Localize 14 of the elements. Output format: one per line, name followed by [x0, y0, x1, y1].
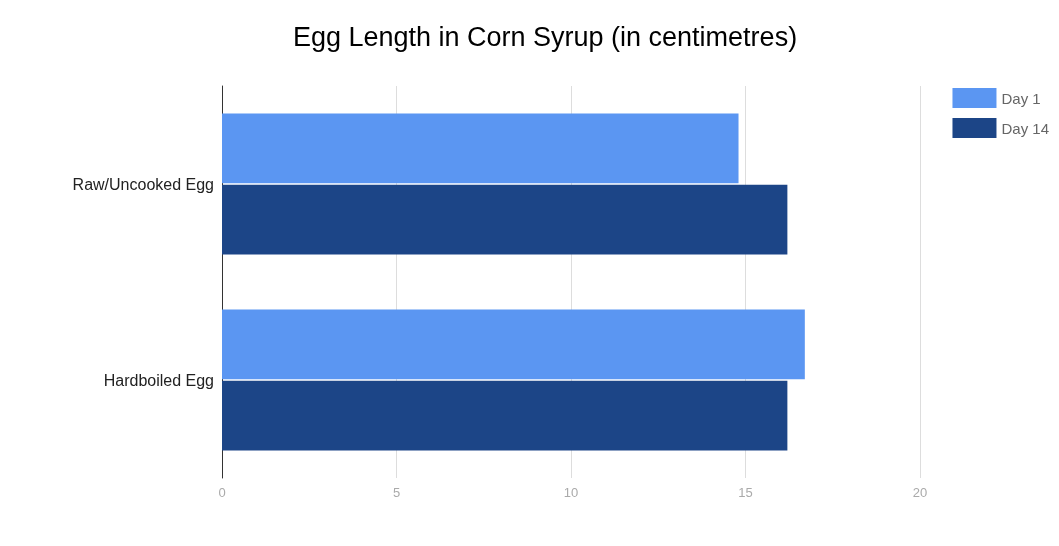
x-tick-label: 0 — [218, 485, 226, 500]
bar — [222, 113, 739, 184]
y-tick-label: Raw/Uncooked Egg — [72, 175, 214, 193]
legend-label: Day 14 — [1001, 119, 1049, 137]
bar — [222, 184, 788, 255]
bar — [222, 309, 805, 380]
legend-label: Day 1 — [1001, 89, 1041, 107]
x-tick-label: 15 — [738, 485, 753, 500]
x-tick-label: 10 — [563, 485, 579, 500]
chart-title: Egg Length in Corn Syrup (in centimetres) — [292, 21, 798, 52]
x-tick-label: 20 — [912, 485, 928, 500]
y-tick-label: Hardboiled Egg — [103, 371, 214, 389]
x-tick-label: 5 — [392, 485, 401, 500]
bar — [222, 380, 788, 451]
